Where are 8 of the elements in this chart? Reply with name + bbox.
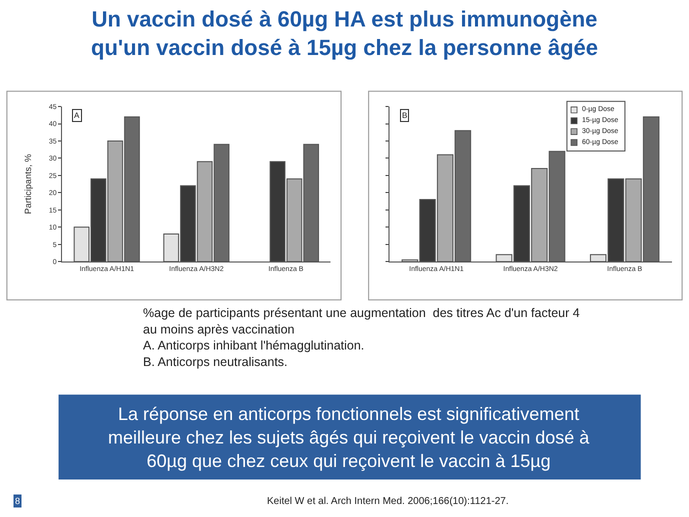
annotation: B <box>402 111 408 120</box>
text: Keitel W et al. Arch Intern Med. 2006;166(10):1121-27. <box>267 496 509 507</box>
text: 8 <box>15 496 20 506</box>
text: La réponse en anticorps fonctionnels est significativement meilleure chez les sujets âgés qui reçoivent le vaccin dosé à 60µg que chez ceux qui reçoivent le vaccin à 15µg <box>108 404 590 471</box>
chart-title: Un vaccin dosé à 60µg HA est plus immunogène qu'un vaccin dosé à 15µg chez la personne âgée <box>91 6 598 60</box>
y-axis-title: Participants, % <box>23 154 34 214</box>
text: %age de participants présentant une augmentation des titres Ac d'un facteur 4 au moins après vaccination A. Anticorps inhibant l'hémagglutination. B. Anticorps neutralisants. <box>143 306 580 369</box>
annotation: A <box>74 111 80 120</box>
